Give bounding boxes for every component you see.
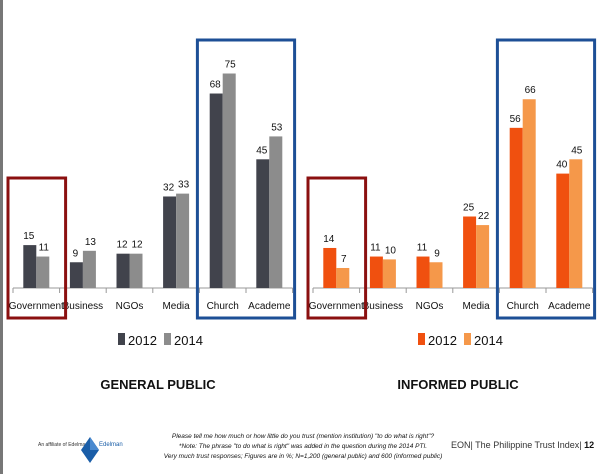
- data-label: 32: [163, 182, 175, 193]
- data-label: 33: [178, 180, 190, 191]
- chart-title: INFORMED PUBLIC: [397, 377, 519, 392]
- footnote-question: Please tell me how much or how little do…: [171, 433, 435, 440]
- footnote: Please tell me how much or how little do…: [153, 432, 453, 462]
- bar-ngos-2012: [116, 253, 130, 288]
- highlight-box-church-academe: [495, 38, 597, 320]
- highlight-box-church-academe: [195, 38, 297, 320]
- bar-media-2014: [176, 193, 190, 288]
- category-label: Government: [309, 301, 364, 312]
- bar-church-2014: [222, 73, 236, 288]
- page-number: 12: [584, 440, 595, 450]
- legend-swatch: [464, 333, 471, 345]
- category-label: Church: [207, 301, 239, 312]
- bar-government-2012: [323, 247, 337, 288]
- bar-business-2012: [369, 256, 383, 288]
- data-label: 11: [39, 243, 50, 254]
- category-label: Media: [462, 301, 490, 312]
- legend-label: 2012: [128, 333, 157, 348]
- category-label: Government: [9, 301, 64, 312]
- highlight-box-government: [306, 176, 368, 320]
- data-label: 9: [73, 248, 79, 259]
- affiliate-text: An affiliate of Edelman: [38, 442, 88, 448]
- data-label: 22: [478, 211, 490, 222]
- legend-swatch: [164, 333, 171, 345]
- category-label: NGOs: [416, 301, 444, 312]
- bar-media-2012: [163, 196, 177, 288]
- bar-ngos-2014: [429, 262, 443, 288]
- legend-label: 2012: [428, 333, 457, 348]
- data-label: 56: [510, 114, 522, 125]
- category-label: NGOs: [116, 301, 144, 312]
- chart-area: 15 11 Government 9 13 Business 12 12 NGOs 32 33 Med…: [6, 38, 597, 392]
- data-label: 7: [341, 254, 347, 265]
- bar-church-2014: [522, 99, 536, 289]
- data-label: 11: [370, 243, 381, 254]
- bar-academe-2014: [269, 136, 283, 288]
- highlight-box-government: [6, 176, 68, 320]
- edelman-logo-text: Edelman: [99, 442, 123, 448]
- bar-government-2014: [36, 256, 50, 288]
- category-label: Academe: [548, 301, 591, 312]
- data-label: 53: [271, 122, 283, 133]
- footnote-base: Very much trust responses; Figures are i…: [163, 453, 443, 460]
- legend-label: 2014: [474, 333, 503, 348]
- category-label: Media: [162, 301, 190, 312]
- legend-swatch: [418, 333, 425, 345]
- chart-general-public: 15 11 Government 9 13 Business 12 12 NGOs 32 33 Med…: [6, 38, 297, 392]
- bar-media-2014: [476, 225, 490, 288]
- legend-label: 2014: [174, 333, 203, 348]
- data-label: 68: [210, 80, 222, 91]
- page-label: EON| The Philippine Trust Index|: [451, 440, 582, 450]
- bar-church-2012: [509, 127, 523, 288]
- legend-swatch: [118, 333, 125, 345]
- data-label: 10: [385, 245, 397, 256]
- bar-ngos-2012: [416, 256, 430, 288]
- bar-ngos-2014: [129, 253, 143, 288]
- data-label: 66: [525, 85, 537, 96]
- edelman-logo-icon: [81, 437, 99, 463]
- data-label: 75: [225, 60, 237, 71]
- data-label: 25: [463, 203, 475, 214]
- chart-title: GENERAL PUBLIC: [100, 377, 216, 392]
- data-label: 14: [323, 234, 335, 245]
- bar-academe-2012: [556, 173, 570, 288]
- data-label: 12: [131, 240, 143, 251]
- category-label: Business: [363, 301, 404, 312]
- bar-business-2012: [69, 262, 83, 288]
- data-label: 40: [556, 160, 568, 171]
- bar-academe-2014: [569, 159, 583, 288]
- bar-media-2012: [463, 216, 477, 288]
- data-label: 9: [434, 248, 440, 259]
- data-label: 11: [417, 243, 428, 254]
- bar-academe-2012: [256, 159, 270, 288]
- bar-business-2014: [82, 250, 96, 288]
- bar-business-2014: [382, 259, 396, 288]
- data-label: 13: [85, 237, 97, 248]
- data-label: 45: [571, 145, 583, 156]
- data-label: 15: [23, 231, 35, 242]
- category-label: Academe: [248, 301, 291, 312]
- data-label: 12: [116, 240, 128, 251]
- footnote-note: *Note: The phrase "to do what is right" …: [178, 443, 428, 450]
- bar-church-2012: [209, 93, 223, 289]
- category-label: Business: [63, 301, 104, 312]
- bar-government-2014: [336, 267, 350, 288]
- data-label: 45: [256, 145, 268, 156]
- bar-government-2012: [23, 245, 37, 288]
- category-label: Church: [507, 301, 539, 312]
- page-footer: EON| The Philippine Trust Index| 12: [451, 440, 594, 450]
